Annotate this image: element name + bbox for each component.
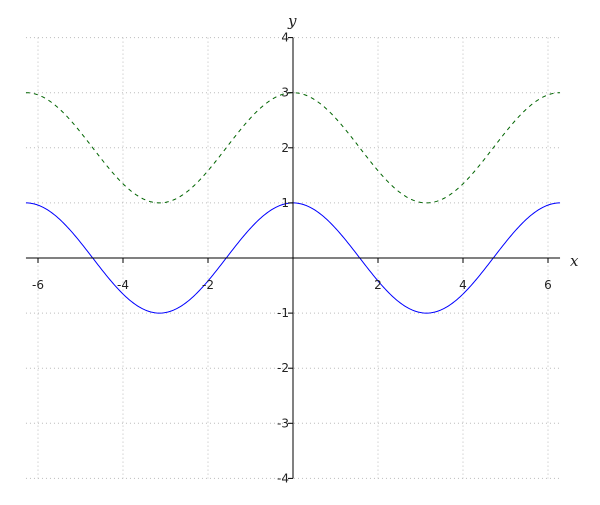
x-tick-label: -2 bbox=[202, 278, 214, 292]
y-tick-label: 4 bbox=[281, 31, 289, 45]
y-tick-label: 3 bbox=[281, 86, 289, 100]
x-tick-label: 6 bbox=[544, 278, 552, 292]
y-tick-label: 1 bbox=[281, 196, 289, 210]
x-tick-label: -4 bbox=[117, 278, 129, 292]
y-tick-label: -2 bbox=[277, 361, 289, 375]
x-tick-label: 2 bbox=[374, 278, 382, 292]
x-tick-label: 4 bbox=[459, 278, 467, 292]
y-tick-label: -3 bbox=[277, 416, 289, 430]
axes: -6 -4 -2 2 4 6 -4 -3 -2 -1 1 2 3 4 bbox=[25, 31, 561, 485]
x-axis-label: x bbox=[570, 252, 579, 270]
y-axis-label: y bbox=[287, 12, 297, 30]
y-tick-label: -4 bbox=[277, 471, 289, 485]
y-tick-label: -1 bbox=[277, 306, 289, 320]
y-tick-label: 2 bbox=[281, 141, 289, 155]
x-tick-label: -6 bbox=[32, 278, 44, 292]
